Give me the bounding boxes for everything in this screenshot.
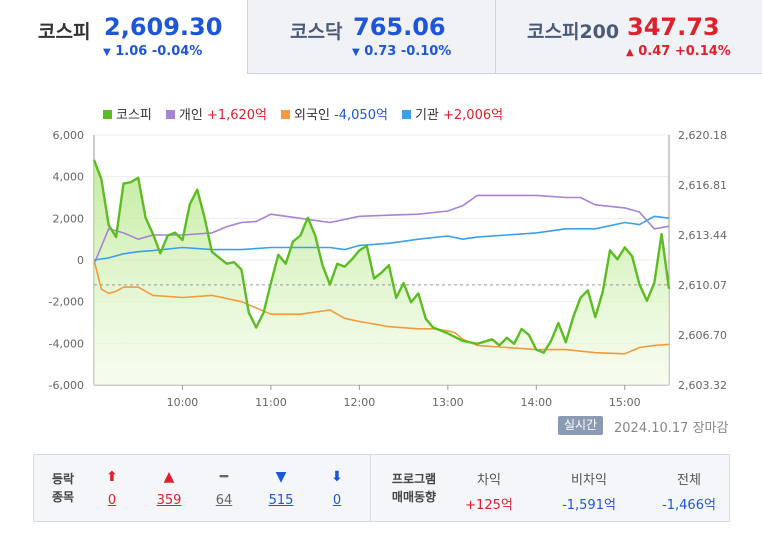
tab-kosdaq[interactable]: 코스닥 765.06 ▼ 0.73 -0.10% <box>248 0 496 74</box>
y-right-tick-label: 2,620.18 <box>678 129 727 142</box>
index-tabs: 코스피 2,609.30 ▼ 1.06 -0.04% 코스닥 765.06 ▼ … <box>0 0 762 74</box>
legend-swatch <box>165 110 175 119</box>
legend-label: 외국인 <box>294 108 330 123</box>
y-right-tick-label: 2,613.44 <box>678 229 727 242</box>
chart-legend: 코스피 개인 +1,620억 외국인 -4,050억 기관 +2,006억 <box>103 104 517 123</box>
program-stat: 전체 -1,466억 <box>634 469 744 513</box>
legend-swatch <box>103 110 112 119</box>
tab-name: 코스피 <box>38 21 91 43</box>
y-right-tick-label: 2,610.07 <box>678 279 727 292</box>
tab-change: ▲ 0.47 +0.14% <box>626 44 731 59</box>
tab-value: 2,609.30 <box>104 13 223 41</box>
kospi-area <box>94 159 669 385</box>
legend-value: +2,006억 <box>443 108 504 123</box>
breadth-count[interactable]: 0 <box>107 493 117 508</box>
program-stat-value: -1,466억 <box>662 498 716 513</box>
x-tick-label: 11:00 <box>255 396 287 409</box>
breadth-item[interactable]: ▼ 515 <box>261 467 301 508</box>
market-breadth-panel: 등락 종목 ⬆ 0 ▲ 359 ━ 64 ▼ 515 ⬇ 0 프로그램 매매동향 차익 +125억 비차익… <box>33 454 730 522</box>
y-right-tick-label: 2,616.81 <box>678 179 727 192</box>
legend-swatch <box>401 110 411 119</box>
y-right-tick-label: 2,603.32 <box>678 379 727 392</box>
y-left-tick-label: 4,000 <box>53 171 85 184</box>
breadth-arrow-icon: ━ <box>219 469 229 485</box>
program-stat-value: -1,591억 <box>562 498 616 513</box>
legend-swatch <box>281 110 291 119</box>
breadth-arrow-icon: ⬇ <box>331 469 343 485</box>
breadth-count[interactable]: 515 <box>268 493 294 508</box>
date-text: 2024.10.17 <box>614 421 689 436</box>
program-label: 프로그램 매매동향 <box>384 470 444 506</box>
tab-change-text: 0.73 -0.10% <box>364 44 452 59</box>
program-label-text: 프로그램 매매동향 <box>391 472 437 504</box>
program-stat-header: 전체 <box>677 473 701 488</box>
breadth-item[interactable]: ━ 64 <box>204 467 244 508</box>
tab-value: 347.73 <box>627 13 720 41</box>
x-tick-label: 12:00 <box>344 396 376 409</box>
y-left-tick-label: 2,000 <box>53 212 85 225</box>
breadth-item[interactable]: ⬇ 0 <box>317 467 357 508</box>
legend-value: +1,620억 <box>206 108 268 123</box>
market-date: 2024.10.17 장마감 <box>614 417 728 436</box>
y-left-tick-label: 6,000 <box>53 129 85 142</box>
tab-change: ▼ 1.06 -0.04% <box>103 44 202 59</box>
y-left-tick-label: -2,000 <box>49 296 84 309</box>
breadth-arrow-icon: ▲ <box>163 469 175 485</box>
realtime-badge[interactable]: 실시간 <box>558 416 603 435</box>
x-tick-label: 13:00 <box>432 396 464 409</box>
x-tick-label: 14:00 <box>520 396 552 409</box>
legend-item-kospi[interactable]: 코스피 <box>103 104 152 123</box>
breadth-count[interactable]: 359 <box>156 493 182 508</box>
legend-item-individual[interactable]: 개인 +1,620억 <box>165 104 268 123</box>
legend-value: -4,050억 <box>334 108 388 123</box>
tab-change: ▼ 0.73 -0.10% <box>352 44 451 59</box>
program-stat: 차익 +125억 <box>434 469 544 513</box>
investor-trend-chart: 6,000 4,000 2,000 0 -2,000 -4,000 -6,000 2,620.… <box>49 129 727 409</box>
tab-name: 코스닥 <box>290 21 343 43</box>
breadth-item[interactable]: ⬆ 0 <box>92 467 132 508</box>
up-arrow-icon: ▲ <box>626 47 634 58</box>
tab-name: 코스피200 <box>527 21 620 43</box>
breadth-item[interactable]: ▲ 359 <box>149 467 189 508</box>
legend-label: 코스피 <box>116 108 152 123</box>
series-line-kospi <box>92 159 671 354</box>
breadth-count[interactable]: 0 <box>332 493 342 508</box>
x-tick-label: 15:00 <box>609 396 641 409</box>
legend-label: 개인 <box>178 108 203 123</box>
y-right-tick-label: 2,606.70 <box>678 329 727 342</box>
tab-change-text: 0.47 +0.14% <box>638 44 731 59</box>
legend-label: 기관 <box>414 108 439 123</box>
tab-kospi200[interactable]: 코스피200 347.73 ▲ 0.47 +0.14% <box>496 0 762 74</box>
program-stat-value: +125억 <box>465 498 513 513</box>
x-tick-label: 10:00 <box>167 396 199 409</box>
divider <box>370 455 371 521</box>
tab-kospi[interactable]: 코스피 2,609.30 ▼ 1.06 -0.04% <box>0 0 248 74</box>
program-stat-header: 비차익 <box>571 473 607 488</box>
down-arrow-icon: ▼ <box>352 47 360 58</box>
program-stat-header: 차익 <box>477 473 501 488</box>
legend-item-foreign[interactable]: 외국인 -4,050억 <box>281 104 388 123</box>
y-left-tick-label: 0 <box>77 254 84 267</box>
down-arrow-icon: ▼ <box>103 47 111 58</box>
tab-value: 765.06 <box>353 13 446 41</box>
series-line-individual <box>93 194 670 265</box>
breadth-arrow-icon: ▼ <box>275 469 287 485</box>
series-line-foreign <box>93 259 670 355</box>
market-closed-text: 장마감 <box>692 421 729 436</box>
program-stat: 비차익 -1,591억 <box>534 469 644 513</box>
breadth-arrow-icon: ⬆ <box>106 469 118 485</box>
y-left-tick-label: -4,000 <box>49 337 84 350</box>
breadth-label: 등락 종목 <box>48 470 78 506</box>
y-left-tick-label: -6,000 <box>49 379 84 392</box>
legend-item-institution[interactable]: 기관 +2,006억 <box>401 104 504 123</box>
breadth-label-text: 등락 종목 <box>51 472 75 504</box>
tab-change-text: 1.06 -0.04% <box>115 44 203 59</box>
breadth-count[interactable]: 64 <box>215 493 233 508</box>
